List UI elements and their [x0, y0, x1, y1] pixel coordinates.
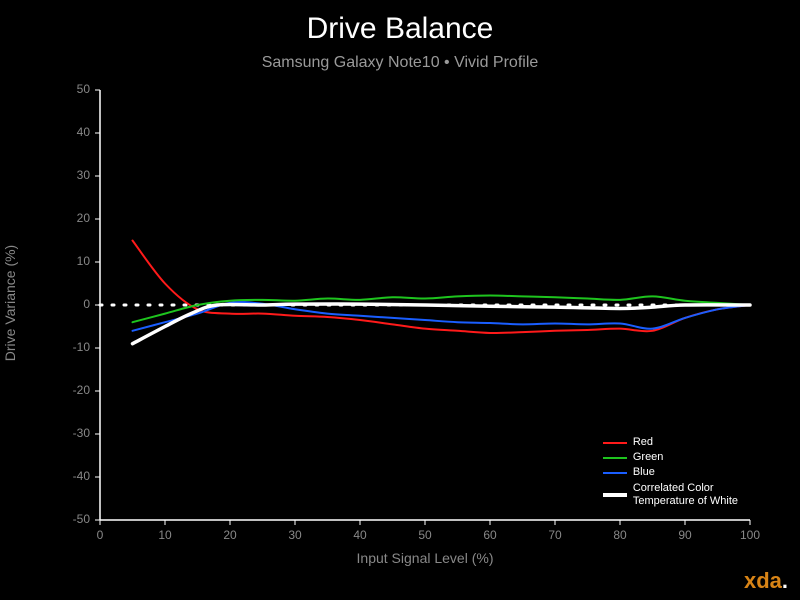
y-tick: -20	[50, 383, 90, 397]
x-tick: 40	[345, 528, 375, 542]
x-tick: 80	[605, 528, 635, 542]
y-tick: 10	[50, 254, 90, 268]
legend-label: Blue	[633, 466, 655, 479]
legend-swatch	[603, 493, 627, 497]
x-tick: 0	[85, 528, 115, 542]
watermark-dot: .	[782, 568, 788, 593]
x-tick: 10	[150, 528, 180, 542]
x-tick: 90	[670, 528, 700, 542]
y-tick: -50	[50, 512, 90, 526]
y-tick: 20	[50, 211, 90, 225]
y-tick: 50	[50, 82, 90, 96]
legend-swatch	[603, 472, 627, 474]
y-tick: -40	[50, 469, 90, 483]
legend-swatch	[603, 442, 627, 444]
legend-item: Green	[603, 451, 738, 464]
chart-legend: Red Green Blue Correlated Color Temperature…	[603, 436, 738, 510]
legend-label: Correlated Color Temperature of White	[633, 482, 738, 508]
x-tick: 70	[540, 528, 570, 542]
y-tick: -10	[50, 340, 90, 354]
x-axis-label: Input Signal Level (%)	[100, 550, 750, 566]
x-tick: 20	[215, 528, 245, 542]
x-tick: 30	[280, 528, 310, 542]
legend-label: Green	[633, 451, 664, 464]
legend-item: Red	[603, 436, 738, 449]
legend-item: Correlated Color Temperature of White	[603, 482, 738, 508]
chart-plot	[0, 0, 800, 600]
legend-swatch	[603, 457, 627, 459]
y-axis-label: Drive Variance (%)	[2, 233, 18, 373]
legend-item: Blue	[603, 466, 738, 479]
y-tick: 0	[50, 297, 90, 311]
legend-label: Red	[633, 436, 653, 449]
y-tick: -30	[50, 426, 90, 440]
x-tick: 60	[475, 528, 505, 542]
y-tick: 40	[50, 125, 90, 139]
x-tick: 50	[410, 528, 440, 542]
watermark-text: xda	[744, 568, 782, 593]
x-tick: 100	[735, 528, 765, 542]
y-tick: 30	[50, 168, 90, 182]
watermark-logo: xda.	[744, 568, 788, 594]
